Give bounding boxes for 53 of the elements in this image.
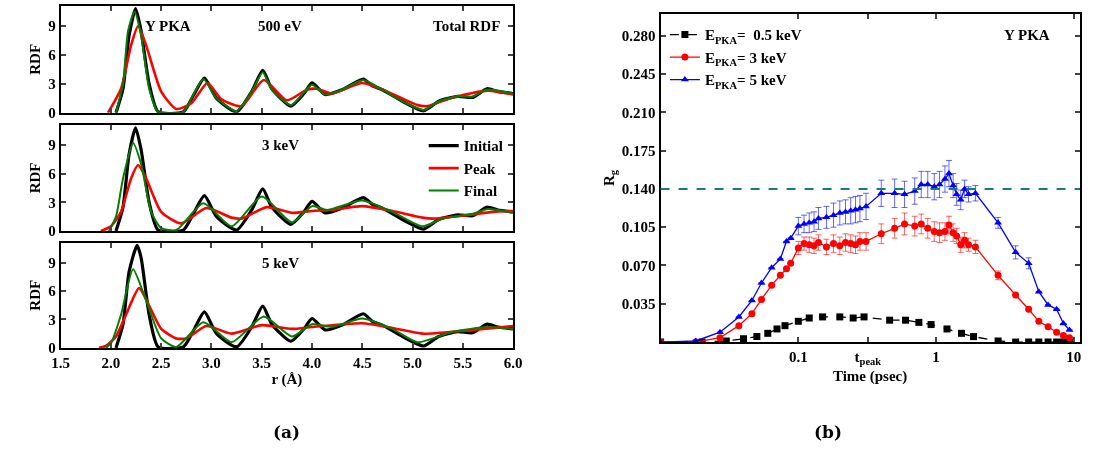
y-axis-title: RDF	[26, 162, 43, 194]
legend-label: E$_{PKA}$= 0.5 keV	[704, 27, 802, 46]
y-tick-label: 0.035	[621, 296, 656, 313]
y-tick-label: 3	[48, 194, 56, 211]
y-tick-label: 0.280	[621, 27, 656, 44]
text: (a)	[273, 422, 301, 442]
x-tick-label: 2.5	[151, 354, 171, 371]
annotation: Total RDF	[433, 18, 501, 34]
y-tick-label: 6	[48, 283, 57, 300]
legend-label: Final	[463, 183, 498, 200]
annotation: Y PKA	[145, 18, 191, 34]
text: (b)	[814, 422, 842, 442]
y-tick-label: 0.210	[621, 104, 656, 121]
x-tick-label: t$_{peak}$	[854, 349, 882, 368]
y-tick-label: 0.175	[621, 142, 656, 159]
annotation: 500 eV	[258, 18, 302, 34]
x-tick-label: 3.0	[202, 354, 221, 371]
y-tick-label: 9	[48, 137, 56, 154]
x-axis-title: r (Å)	[271, 371, 303, 389]
y-tick-label: 9	[48, 18, 56, 35]
y-tick-label: 6	[48, 165, 57, 182]
y-tick-label: 0	[48, 340, 56, 357]
y-tick-label: 9	[48, 254, 56, 271]
x-tick-label: 0.1	[788, 349, 808, 366]
legend-label: Initial	[463, 138, 503, 155]
y-axis-title: RDF	[26, 279, 43, 311]
y-tick-label: 0.105	[621, 219, 656, 236]
legend-label: Peak	[463, 160, 497, 177]
x-tick-label: 1.5	[51, 354, 71, 371]
legend-label: E$_{PKA}$= 5 keV	[704, 72, 787, 91]
x-tick-label: 4.0	[302, 354, 322, 371]
y-tick-label: 0.245	[621, 66, 656, 83]
y-tick-label: 3	[48, 311, 56, 328]
x-tick-label: 2.0	[101, 354, 121, 371]
y-tick-label: 0.140	[621, 181, 656, 198]
x-tick-label: 3.5	[252, 354, 272, 371]
y-tick-label: 3	[48, 76, 56, 93]
x-tick-label: 1	[932, 349, 940, 366]
annotation: 3 keV	[262, 137, 300, 153]
x-tick-label: 10	[1066, 349, 1082, 366]
y-tick-label: 0	[48, 105, 56, 122]
x-tick-label: 6.0	[503, 354, 523, 371]
legend-label: E$_{PKA}$= 3 keV	[704, 49, 787, 69]
x-tick-label: 4.5	[352, 354, 372, 371]
x-tick-label: 5.0	[403, 354, 422, 371]
x-axis-title: Time (psec)	[832, 367, 908, 385]
y-tick-label: 0	[48, 223, 56, 240]
y-axis-title: RDF	[26, 43, 43, 75]
y-tick-label: 6	[48, 47, 57, 64]
y-tick-label: 0.070	[621, 257, 656, 274]
annotation: Y PKA	[1004, 27, 1050, 43]
annotation: 5 keV	[262, 255, 300, 271]
x-tick-label: 5.5	[453, 354, 473, 371]
